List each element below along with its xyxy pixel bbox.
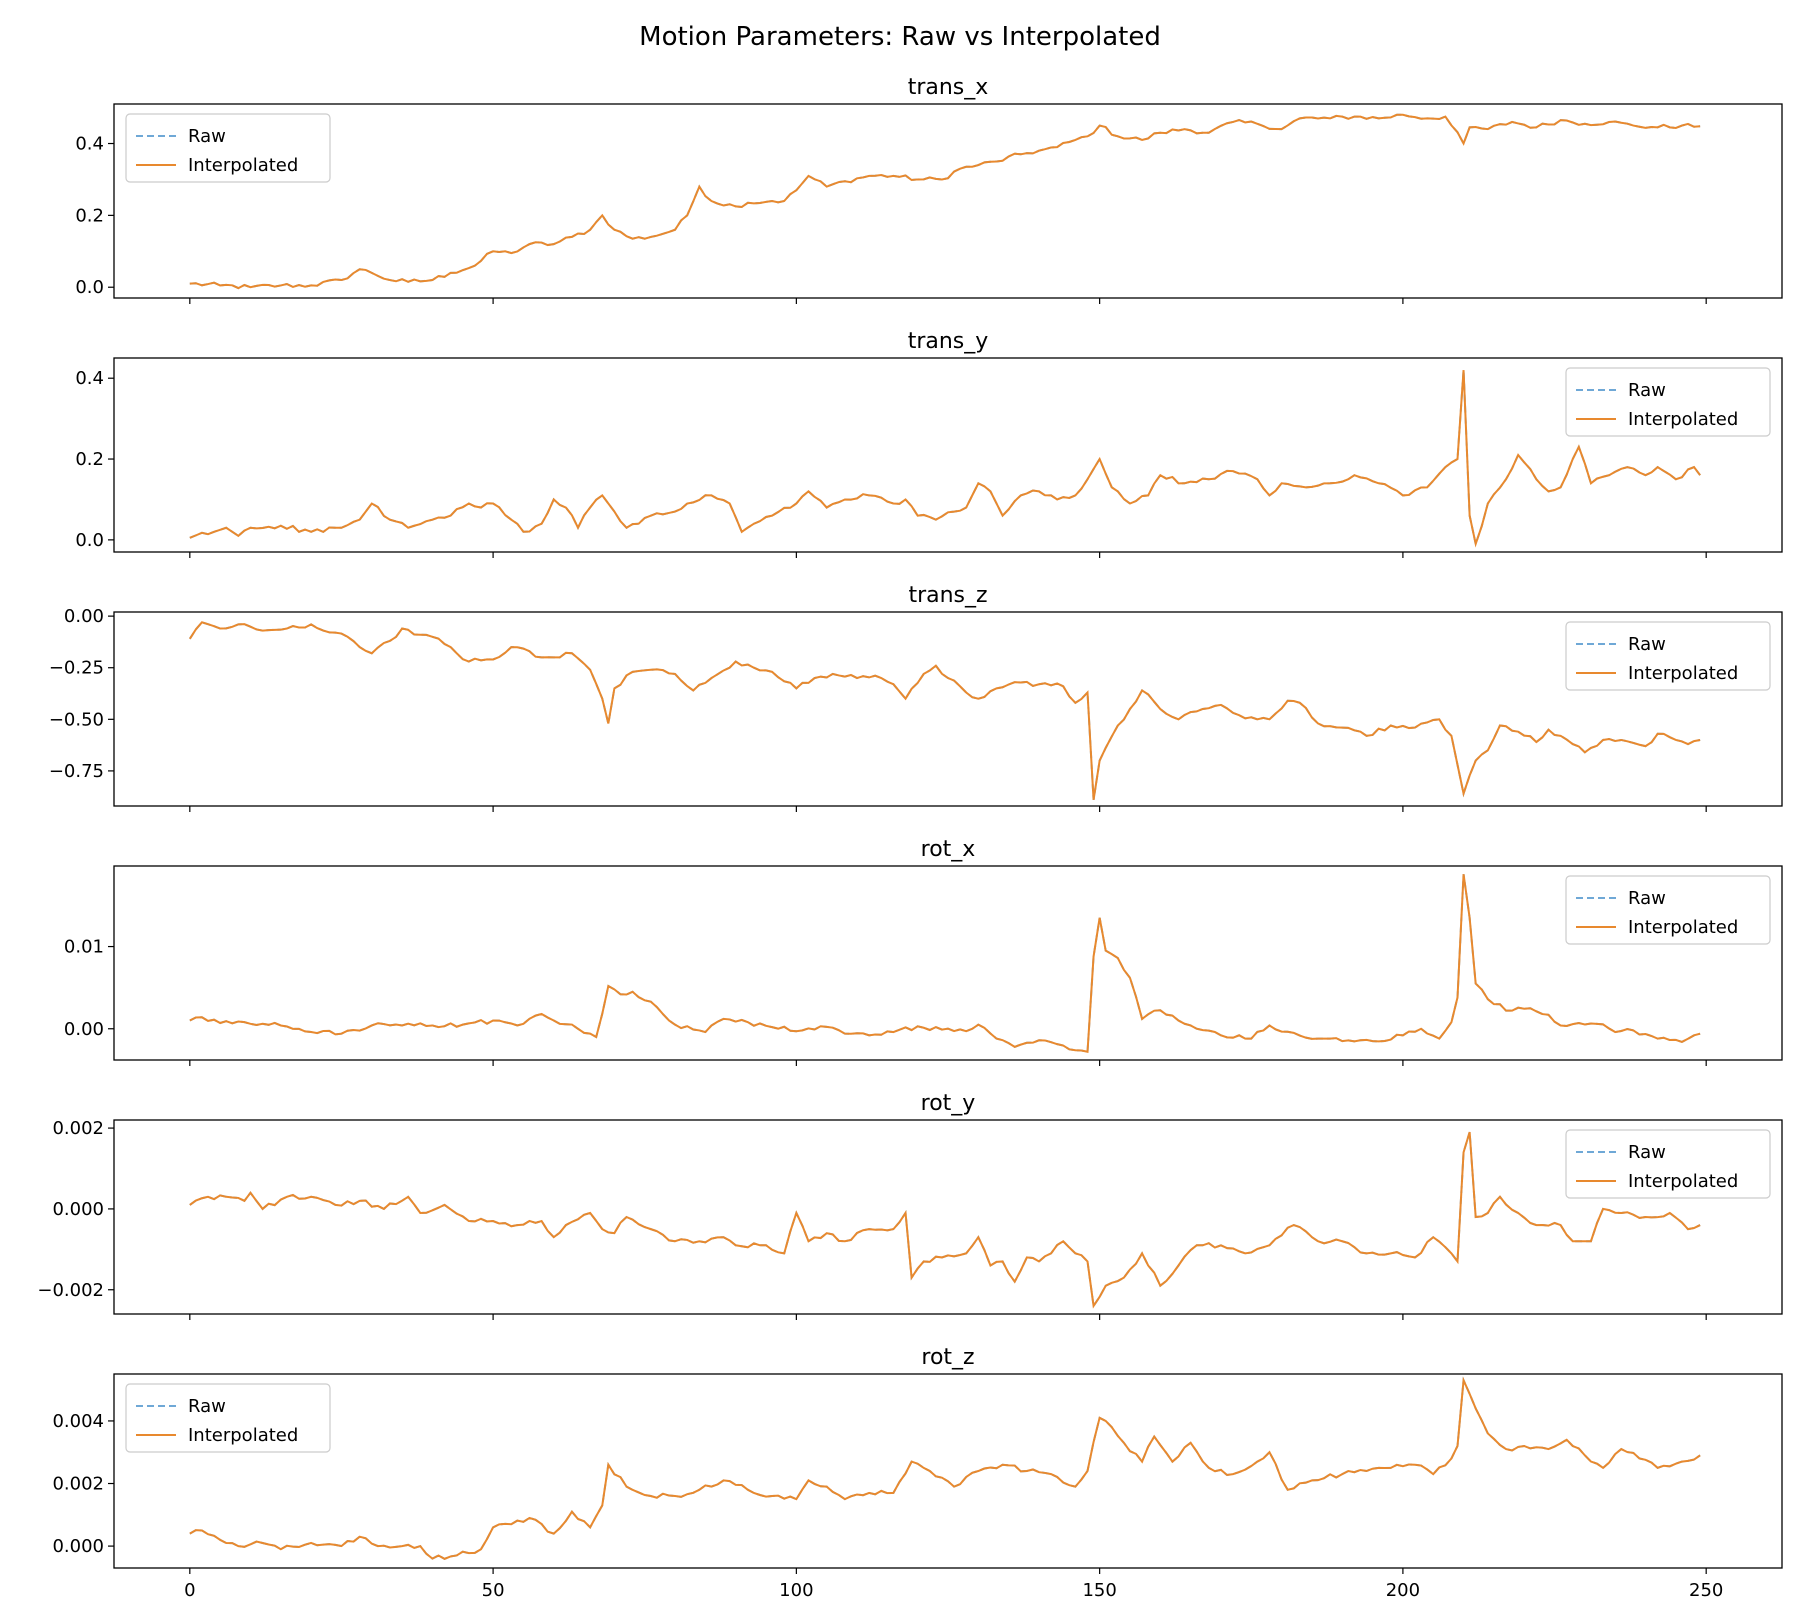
series-raw-line	[189, 1131, 1701, 1309]
panel-title: trans_y	[908, 329, 989, 354]
y-tick-label: 0.002	[52, 1118, 104, 1139]
subplot-rot_z: rot_z 0.000 0.002 0.004 0 50 100 150 200 250 Raw In…	[52, 1345, 1783, 1601]
panel-title: rot_z	[921, 1345, 974, 1370]
legend: Raw Interpolated	[1565, 621, 1771, 691]
y-tick-label: 0.0	[75, 277, 104, 298]
subplot-trans_z: trans_z 0.00 −0.25 −0.50 −0.75 Raw Interpolate…	[49, 583, 1783, 812]
y-tick-label: −0.75	[49, 761, 104, 782]
y-tick-label: 0.4	[75, 134, 104, 155]
legend-entry-interpolated-label: Interpolated	[188, 155, 298, 176]
x-tick-label: 0	[184, 1580, 195, 1601]
y-tick-label: 0.000	[52, 1536, 104, 1557]
y-tick-label: 0.00	[64, 1019, 104, 1040]
y-tick-label: −0.002	[37, 1280, 104, 1301]
subplot-rot_y: rot_y 0.002 0.000 −0.002 Raw Interpolated	[37, 1091, 1783, 1320]
legend-box	[125, 1383, 331, 1453]
panel-title: trans_x	[908, 75, 989, 100]
y-tick-label: 0.000	[52, 1199, 104, 1220]
x-tick-label: 250	[1689, 1580, 1723, 1601]
legend-entry-interpolated-label: Interpolated	[1628, 917, 1738, 938]
legend-entry-raw-label: Raw	[188, 1396, 226, 1417]
series-raw-line	[189, 113, 1701, 290]
axes-frame	[113, 1373, 1783, 1569]
y-tick-label: 0.01	[64, 937, 104, 958]
legend-box	[1565, 367, 1771, 437]
axes-frame	[113, 103, 1783, 299]
figure-title: Motion Parameters: Raw vs Interpolated	[639, 22, 1161, 52]
y-tick-label: 0.2	[75, 449, 104, 470]
series-raw-line	[188, 621, 1701, 800]
x-tick-label: 200	[1386, 1580, 1420, 1601]
legend-entry-raw-label: Raw	[188, 126, 226, 147]
series-raw-line	[189, 1376, 1701, 1560]
series-raw-line	[189, 370, 1701, 548]
legend: Raw Interpolated	[1565, 875, 1771, 945]
series-interpolated-line	[189, 1131, 1701, 1309]
series-interpolated-line	[189, 370, 1701, 548]
panel-title: rot_x	[921, 837, 976, 862]
legend: Raw Interpolated	[125, 113, 331, 183]
panel-title: rot_y	[921, 1091, 976, 1116]
y-tick-label: 0.00	[64, 606, 104, 627]
y-tick-label: 0.2	[75, 205, 104, 226]
subplot-trans_y: trans_y 0.0 0.2 0.4 Raw Interpolated	[75, 329, 1783, 558]
y-tick-label: 0.002	[52, 1474, 104, 1495]
subplot-rot_x: rot_x 0.00 0.01 Raw Interpolated	[64, 837, 1783, 1066]
y-tick-label: −0.50	[49, 709, 104, 730]
legend-entry-raw-label: Raw	[1628, 1142, 1666, 1163]
legend: Raw Interpolated	[1565, 1129, 1771, 1199]
y-tick-label: −0.25	[49, 658, 104, 679]
y-tick-label: 0.4	[75, 368, 104, 389]
x-tick-label: 50	[482, 1580, 505, 1601]
axes-frame	[113, 1119, 1783, 1315]
axes-frame	[113, 865, 1783, 1061]
legend-entry-raw-label: Raw	[1628, 888, 1666, 909]
series-interpolated-line	[188, 621, 1701, 800]
legend-box	[1565, 1129, 1771, 1199]
axes-frame	[113, 357, 1783, 553]
x-tick-label: 150	[1082, 1580, 1116, 1601]
legend-entry-interpolated-label: Interpolated	[188, 1425, 298, 1446]
series-interpolated-line	[189, 874, 1701, 1053]
legend-entry-raw-label: Raw	[1628, 380, 1666, 401]
legend-entry-interpolated-label: Interpolated	[1628, 409, 1738, 430]
legend-box	[125, 113, 331, 183]
legend-entry-interpolated-label: Interpolated	[1628, 1171, 1738, 1192]
legend-entry-interpolated-label: Interpolated	[1628, 663, 1738, 684]
legend-box	[1565, 875, 1771, 945]
panel-title: trans_z	[908, 583, 987, 608]
legend: Raw Interpolated	[1565, 367, 1771, 437]
series-interpolated-line	[189, 1376, 1701, 1560]
y-tick-label: 0.0	[75, 530, 104, 551]
x-tick-label: 100	[779, 1580, 813, 1601]
y-tick-label: 0.004	[52, 1411, 104, 1432]
subplot-trans_x: trans_x 0.0 0.2 0.4 Raw Interpolated	[75, 75, 1783, 304]
legend: Raw Interpolated	[125, 1383, 331, 1453]
axes-frame	[113, 611, 1783, 807]
legend-box	[1565, 621, 1771, 691]
legend-entry-raw-label: Raw	[1628, 634, 1666, 655]
series-interpolated-line	[189, 113, 1701, 290]
